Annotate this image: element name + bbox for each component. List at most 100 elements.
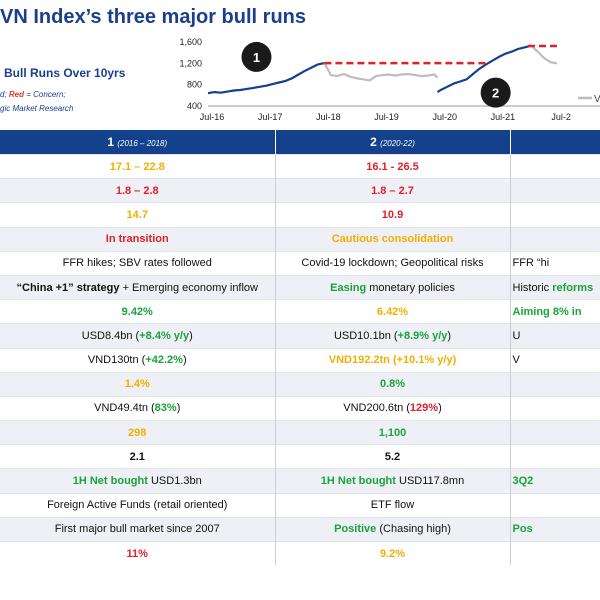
table-cell: V (510, 347, 600, 373)
cell-text: 1H Net bought (320, 475, 396, 488)
bull-run-marker (241, 41, 272, 72)
cell-text: ) (182, 354, 187, 367)
cell-text: First major bull market since 2007 (54, 523, 220, 536)
cell-text: 9.2% (379, 547, 406, 560)
cell-text: monetary policies (366, 281, 455, 294)
table-cell: 1H Net bought USD117.8mn (275, 468, 511, 494)
vn-index-correction-line (530, 44, 558, 65)
table-cell (510, 153, 600, 179)
table-row: 11% 9.2% (0, 541, 600, 566)
cell-text: FFR hikes; SBV rates followed (62, 257, 212, 270)
table-cell: In transition (0, 226, 276, 252)
table-cell: Positive (Chasing high) (275, 516, 511, 542)
table-cell: FFR “hi (510, 250, 600, 276)
col-header-run-2-number: 2 (370, 135, 377, 149)
table-row: 1.8 – 2.8 1.8 – 2.7 (0, 178, 600, 203)
table-cell: 3Q2 (510, 468, 600, 494)
table-cell: 6.42% (275, 299, 511, 324)
cell-text: Cautious consolidation (331, 233, 454, 246)
table-row: In transition Cautious consolidation (0, 226, 600, 252)
table-cell: VND49.4tn (83%) (0, 395, 276, 421)
cell-text: ) (447, 329, 452, 342)
table-cell: 2.1 (0, 444, 276, 469)
cell-text: Foreign Active Funds (retail oriented) (47, 499, 228, 512)
table-cell: VND200.6tn (129%) (275, 395, 511, 421)
cell-text: 83% (154, 402, 177, 415)
table-cell: Aiming 8% in (510, 299, 600, 324)
table-cell (510, 202, 600, 228)
bull-run-marker-label: 1 (253, 50, 260, 65)
table-cell: Easing monetary policies (275, 274, 511, 300)
table-cell (510, 492, 600, 518)
vn-index-bull-run-line (207, 62, 325, 95)
table-cell (510, 420, 600, 445)
table-row: 1.4% 0.8% (0, 371, 600, 397)
table-cell: 1.8 – 2.7 (275, 178, 511, 203)
table-cell: Foreign Active Funds (retail oriented) (0, 492, 276, 518)
bull-run-marker (480, 77, 511, 108)
table-cell: USD10.1bn (+8.9% y/y) (275, 323, 511, 348)
cell-text: FFR “hi (512, 257, 550, 270)
cell-text: ) (438, 402, 442, 415)
cell-text: Easing (330, 281, 367, 294)
table-cell: 9.2% (275, 541, 511, 566)
table-cell: Pos (510, 516, 600, 542)
cell-text: 1H Net bought (72, 475, 148, 488)
table-cell: 0.8% (275, 371, 511, 397)
table-row: Foreign Active Funds (retail oriented) ET… (0, 492, 600, 518)
table-row: VND49.4tn (83%) VND200.6tn (129%) (0, 395, 600, 421)
table-body: 17.1 – 22.8 16.1 - 26.5 1.8 – 2.8 1.8 – 2.7… (0, 153, 600, 566)
cell-text: +8.9% y/y (397, 329, 448, 342)
cell-text: ) (189, 329, 193, 342)
cell-text: Aiming 8% in (512, 305, 582, 318)
cell-text: 129% (409, 402, 439, 415)
source-note: gic Market Research (0, 104, 74, 113)
cell-text: 17.1 – 22.8 (109, 160, 165, 173)
table-cell: 9.42% (0, 299, 276, 324)
table-cell: VND192.2tn (+10.1% y/y) (275, 347, 511, 373)
col-header-run-1-number: 1 (107, 135, 114, 149)
table-row: 298 1,100 (0, 420, 600, 445)
col-header-run-1: 1 (2016 – 2018) (0, 130, 276, 155)
cell-text: +8.4% y/y (139, 329, 190, 342)
cell-text: Covid-19 lockdown; Geopolitical risks (301, 257, 484, 270)
color-legend-note: d; Red = Concern; (0, 90, 66, 99)
legend-note-suffix: = Concern; (24, 90, 66, 99)
table-header-row: 1 (2016 – 2018) 2 (2020-22) (0, 130, 600, 155)
cell-text: Historic (512, 281, 553, 294)
cell-text: 1.4% (124, 378, 150, 391)
page-title: VN Index’s three major bull runs (0, 6, 306, 28)
vn-index-bull-run-line (436, 44, 532, 94)
cell-text: (Chasing high) (376, 523, 451, 536)
legend-note-red: Red (8, 90, 25, 99)
cell-text: In transition (105, 233, 169, 246)
table-cell: 5.2 (275, 444, 511, 469)
table-cell: U (510, 323, 600, 348)
table-cell: Historic reforms (510, 274, 600, 300)
table-row: 14.7 10.9 (0, 202, 600, 228)
table-cell: 1.8 – 2.8 (0, 178, 276, 203)
cell-text: 1.8 – 2.8 (115, 184, 159, 197)
y-tick-label: 400 (187, 101, 202, 111)
x-tick-label: Jul-20 (432, 112, 457, 122)
cell-text: 10.9 (381, 208, 404, 221)
cell-text: reforms (552, 281, 594, 294)
cell-text: 9.42% (121, 305, 153, 318)
col-header-run-1-range: (2016 – 2018) (117, 139, 168, 148)
table-cell: ETF flow (275, 492, 511, 518)
cell-text: VND130tn ( (87, 354, 146, 367)
chart-subtitle: Bull Runs Over 10yrs (4, 66, 126, 80)
cell-text: USD117.8mn (395, 475, 465, 488)
table-cell: 17.1 – 22.8 (0, 153, 276, 179)
table-row: 17.1 – 22.8 16.1 - 26.5 (0, 153, 600, 179)
cell-text: 3Q2 (512, 475, 534, 488)
vn-index-correction-line (323, 62, 439, 82)
y-tick-label: 1,200 (179, 58, 202, 68)
table-row: First major bull market since 2007 Positi… (0, 516, 600, 542)
table-cell: VND130tn (+42.2%) (0, 347, 276, 373)
y-tick-label: 1,600 (179, 37, 202, 47)
table-cell (510, 226, 600, 252)
table-cell: 1.4% (0, 371, 276, 397)
table-cell (510, 444, 600, 469)
cell-text: VND49.4tn ( (94, 402, 155, 415)
